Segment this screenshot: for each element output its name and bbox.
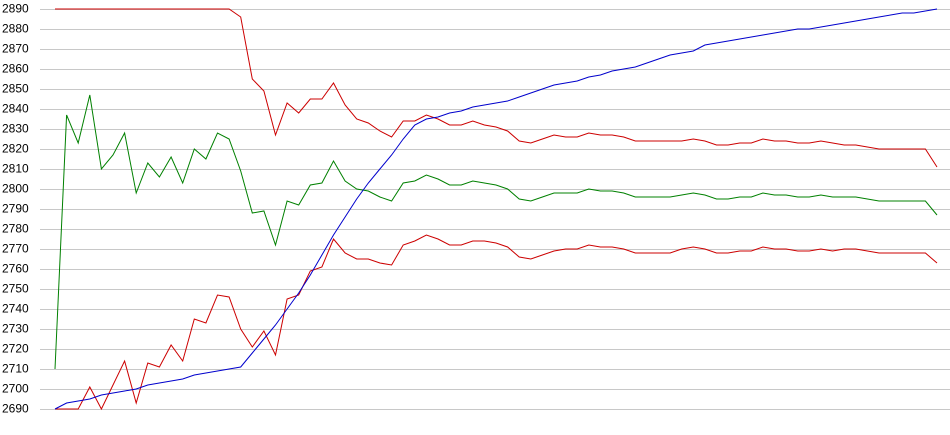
series-line — [55, 8, 938, 168]
y-tick-label: 2800 — [2, 182, 29, 196]
y-tick-label: 2740 — [2, 302, 29, 316]
y-tick-label: 2700 — [2, 382, 29, 396]
y-tick-label: 2880 — [2, 22, 29, 36]
y-tick-label: 2790 — [2, 202, 29, 216]
y-tick-label: 2890 — [2, 2, 29, 16]
y-tick-label: 2750 — [2, 282, 29, 296]
y-tick-label: 2730 — [2, 322, 29, 336]
y-tick-label: 2830 — [2, 122, 29, 136]
y-tick-label: 2860 — [2, 62, 29, 76]
y-tick-label: 2710 — [2, 362, 29, 376]
y-tick-label: 2810 — [2, 162, 29, 176]
y-tick-label: 2760 — [2, 262, 29, 276]
series-line — [55, 234, 938, 411]
y-tick-label: 2780 — [2, 222, 29, 236]
series-line — [54, 94, 938, 370]
y-tick-label: 2770 — [2, 242, 29, 256]
y-tick-label: 2690 — [2, 402, 29, 416]
y-tick-label: 2820 — [2, 142, 29, 156]
y-tick-label: 2870 — [2, 42, 29, 56]
y-tick-label: 2850 — [2, 82, 29, 96]
y-tick-label: 2840 — [2, 102, 29, 116]
y-tick-label: 2720 — [2, 342, 29, 356]
series-line — [54, 8, 938, 410]
